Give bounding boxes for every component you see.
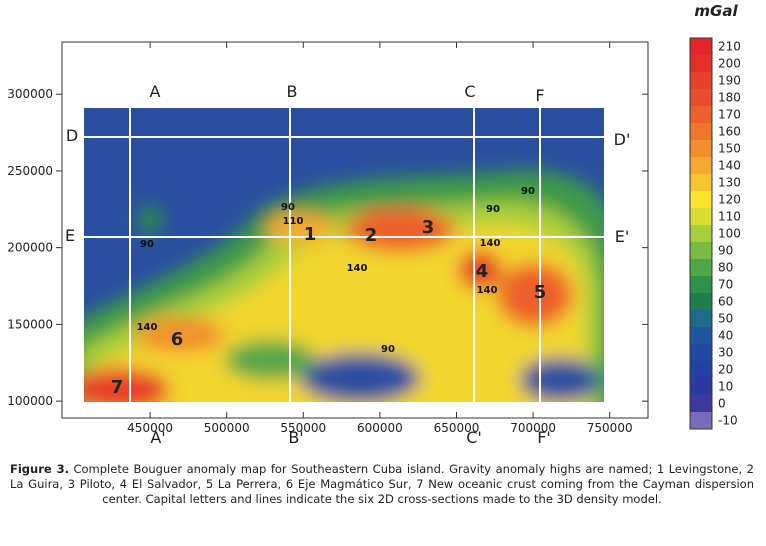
colorbar-label: 0 <box>718 397 726 411</box>
section-label: F' <box>537 428 551 447</box>
colorbar-swatch <box>690 89 712 106</box>
colorbar-label: 110 <box>718 210 741 224</box>
colorbar-label: 190 <box>718 74 741 88</box>
colorbar-label: 90 <box>718 244 733 258</box>
colorbar-label: 140 <box>718 159 741 173</box>
colorbar-label: 60 <box>718 295 733 309</box>
contour-label: 90 <box>521 186 535 197</box>
colorbar-swatch <box>690 191 712 208</box>
colorbar-swatch <box>690 208 712 225</box>
x-tick-label: 550000 <box>280 421 326 435</box>
colorbar-label: -10 <box>718 414 738 428</box>
x-tick-label: 500000 <box>204 421 250 435</box>
colorbar-label: 120 <box>718 193 741 207</box>
section-label: A <box>150 82 161 101</box>
colorbar-frame <box>689 37 713 430</box>
colorbar-label: 30 <box>718 346 733 360</box>
anomaly-label: 2 <box>365 225 378 246</box>
section-label: D <box>66 126 78 145</box>
anomaly-map <box>84 108 604 402</box>
y-tick-label: 100000 <box>7 394 53 408</box>
colorbar-label: 40 <box>718 329 733 343</box>
colorbar-label: 70 <box>718 278 733 292</box>
colorbar-swatch <box>690 225 712 242</box>
section-label: C' <box>466 428 482 447</box>
x-tick-label: 600000 <box>357 421 403 435</box>
y-tick-label: 300000 <box>7 87 53 101</box>
y-tick-label: 250000 <box>7 164 53 178</box>
colorbar-label: 20 <box>718 363 733 377</box>
colorbar-swatch <box>690 157 712 174</box>
colorbar-swatch <box>690 395 712 412</box>
y-tick-label: 200000 <box>7 241 53 255</box>
contour-label: 140 <box>137 322 158 333</box>
section-label: C <box>464 82 475 101</box>
colorbar-label: 180 <box>718 91 741 105</box>
section-label: E <box>65 226 75 245</box>
anomaly-label: 7 <box>111 377 124 398</box>
colorbar-swatch <box>690 361 712 378</box>
anomaly-label: 6 <box>171 329 184 350</box>
anomaly-label: 1 <box>304 224 317 245</box>
x-tick-label: 750000 <box>587 421 633 435</box>
colorbar-swatch <box>690 55 712 72</box>
colorbar-label: 130 <box>718 176 741 190</box>
x-tick-label: 450000 <box>127 421 173 435</box>
figure: mGal 450000 500000 550000 600000 650000 70000… <box>7 2 741 447</box>
section-label: B <box>287 82 298 101</box>
section-lines <box>84 108 604 402</box>
colorbar-label: 10 <box>718 380 733 394</box>
colorbar-swatch <box>690 293 712 310</box>
anomaly-label: 4 <box>476 261 489 282</box>
y-tick-label: 150000 <box>7 317 53 331</box>
section-label: E' <box>615 227 630 246</box>
colorbar-swatch <box>690 38 712 55</box>
colorbar-swatch <box>690 259 712 276</box>
colorbar-label: 150 <box>718 142 741 156</box>
section-label: B' <box>288 428 303 447</box>
section-label: A' <box>150 428 165 447</box>
colorbar-label: 100 <box>718 227 741 241</box>
caption: Figure 3. Complete Bouguer anomaly map f… <box>10 462 754 507</box>
section-label: D' <box>614 130 631 149</box>
colorbar-label: 50 <box>718 312 733 326</box>
contour-label: 140 <box>347 263 368 274</box>
colorbar-swatch <box>690 140 712 157</box>
section-label: F <box>535 86 544 105</box>
colorbar-swatch <box>690 276 712 293</box>
contour-label: 90 <box>281 202 295 213</box>
colorbar-swatch <box>690 327 712 344</box>
colorbar-swatch <box>690 344 712 361</box>
colorbar-swatch <box>690 310 712 327</box>
x-tick-label: 700000 <box>510 421 556 435</box>
colorbar-swatch <box>690 72 712 89</box>
colorbar-swatch <box>690 412 712 429</box>
colorbar-label: 200 <box>718 57 741 71</box>
anomaly-label: 3 <box>422 217 435 238</box>
caption-label: Figure 3. <box>10 462 69 476</box>
contour-label: 140 <box>480 238 501 249</box>
contour-label: 110 <box>283 216 304 227</box>
caption-text: Complete Bouguer anomaly map for Southea… <box>10 462 755 506</box>
contour-label: 90 <box>381 344 395 355</box>
colorbar-swatch <box>690 242 712 259</box>
colorbar-label: 210 <box>718 40 741 54</box>
colorbar-label: 80 <box>718 261 733 275</box>
colorbar-swatch <box>690 378 712 395</box>
colorbar-label: 160 <box>718 125 741 139</box>
colorbar-swatch <box>690 174 712 191</box>
contour-label: 90 <box>486 204 500 215</box>
colorbar-unit: mGal <box>694 2 738 20</box>
anomaly-label: 5 <box>534 282 547 303</box>
colorbar-label: 170 <box>718 108 741 122</box>
colorbar-swatch <box>690 106 712 123</box>
contour-label: 140 <box>477 285 498 296</box>
x-tick-label: 650000 <box>434 421 480 435</box>
contour-label: 90 <box>140 239 154 250</box>
colorbar-swatch <box>690 123 712 140</box>
